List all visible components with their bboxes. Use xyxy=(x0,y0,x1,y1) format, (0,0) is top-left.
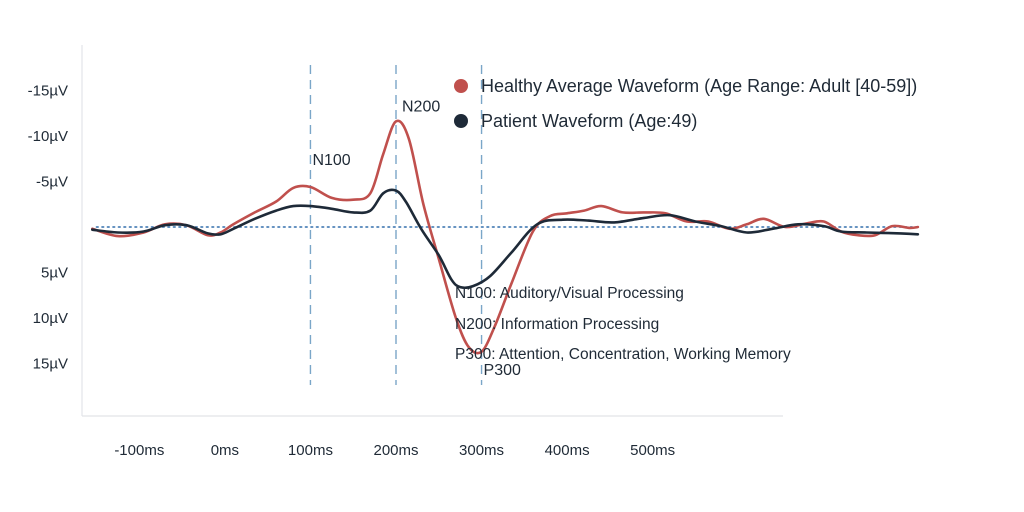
note-n200: N200: Information Processing xyxy=(455,316,659,333)
x-tick-labels: -100ms 0ms 100ms 200ms 300ms 400ms 500ms xyxy=(114,442,675,459)
legend-marker-healthy xyxy=(454,79,468,93)
y-tick-label: -5µV xyxy=(36,174,68,191)
component-labels: N100 N200 P300 xyxy=(312,99,521,379)
note-n100: N100: Auditory/Visual Processing xyxy=(455,285,684,302)
component-label-p300: P300 xyxy=(484,362,521,379)
x-tick-label: -100ms xyxy=(114,442,164,459)
legend: Healthy Average Waveform (Age Range: Adu… xyxy=(454,76,917,131)
note-p300: P300: Attention, Concentration, Working … xyxy=(455,346,791,363)
component-label-n100: N100 xyxy=(312,152,350,169)
y-tick-label: 10µV xyxy=(33,310,68,327)
legend-label-patient: Patient Waveform (Age:49) xyxy=(481,111,697,131)
x-tick-label: 0ms xyxy=(211,442,239,459)
component-label-n200: N200 xyxy=(402,99,440,116)
x-tick-label: 500ms xyxy=(630,442,675,459)
legend-marker-patient xyxy=(454,114,468,128)
legend-item-healthy: Healthy Average Waveform (Age Range: Adu… xyxy=(454,76,917,96)
y-tick-label: 15µV xyxy=(33,356,68,373)
legend-label-healthy: Healthy Average Waveform (Age Range: Adu… xyxy=(481,76,917,96)
x-tick-label: 200ms xyxy=(373,442,418,459)
series-line-patient xyxy=(91,188,920,290)
component-markers xyxy=(309,65,483,385)
y-tick-labels: -15µV -10µV -5µV 5µV 10µV 15µV xyxy=(28,83,68,373)
y-tick-label: -15µV xyxy=(28,83,68,100)
axes xyxy=(81,45,783,417)
y-tick-label: -10µV xyxy=(28,128,68,145)
x-tick-label: 300ms xyxy=(459,442,504,459)
component-notes: N100: Auditory/Visual Processing N200: I… xyxy=(455,285,791,363)
series-line-healthy-average xyxy=(91,119,920,355)
x-tick-label: 400ms xyxy=(545,442,590,459)
y-tick-label: 5µV xyxy=(41,265,68,282)
x-tick-label: 100ms xyxy=(288,442,333,459)
legend-item-patient: Patient Waveform (Age:49) xyxy=(454,111,697,131)
series xyxy=(91,119,920,355)
